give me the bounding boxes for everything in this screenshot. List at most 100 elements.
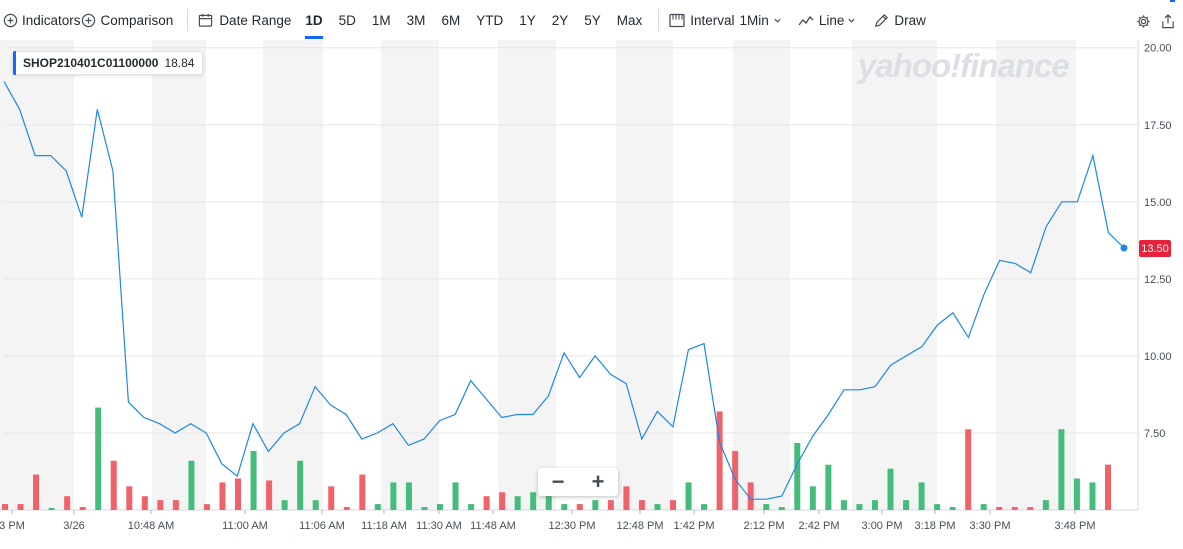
volume-bar [141, 496, 148, 510]
volume-bar [266, 480, 273, 510]
volume-bar [95, 407, 102, 510]
volume-bar [343, 507, 350, 510]
volume-bar [996, 507, 1003, 510]
volume-bar [716, 411, 723, 510]
volume-bar [592, 500, 599, 510]
range-3m-tab[interactable]: 3M [406, 12, 426, 28]
volume-bar [374, 504, 381, 510]
chart-toolbar: Indicators Comparison Date Range 1D 5D 1… [0, 0, 1183, 40]
volume-bar [48, 508, 55, 510]
volume-bar [1089, 482, 1096, 510]
volume-bar [1027, 507, 1034, 510]
x-tick-label: 3:18 PM [915, 520, 956, 532]
background-band [616, 40, 673, 510]
volume-bar [840, 500, 847, 510]
range-5y-tab[interactable]: 5Y [584, 12, 601, 28]
range-5d-tab[interactable]: 5D [338, 12, 356, 28]
y-tick-label: 15.00 [1144, 197, 1172, 209]
volume-bar [809, 486, 816, 510]
range-ytd-tab[interactable]: YTD [476, 12, 504, 28]
comparison-button[interactable]: Comparison [81, 12, 174, 28]
volume-bar [79, 507, 86, 510]
range-1d-tab[interactable]: 1D [297, 0, 330, 40]
volume-bar [561, 504, 568, 510]
volume-bar [856, 504, 863, 510]
background-band [263, 40, 323, 510]
range-1m-tab[interactable]: 1M [371, 12, 391, 28]
zoom-in-button[interactable]: + [591, 469, 605, 494]
x-tick-label: 3 PM [0, 520, 25, 532]
volume-bar [1011, 507, 1018, 510]
x-tick-label: 3:48 PM [1055, 520, 1096, 532]
x-tick-label: 3:00 PM [862, 520, 903, 532]
volume-bar [638, 500, 645, 510]
volume-bar [934, 504, 941, 510]
interval-value: 1Min [739, 12, 769, 28]
price-chart-svg[interactable]: 20.00 17.50 15.00 12.50 10.00 7.50 3 PM 3/26 10:… [0, 40, 1183, 549]
series-color-swatch [13, 51, 16, 75]
series-value: 18.84 [164, 56, 195, 70]
volume-bar [172, 500, 179, 510]
volume-bar [965, 429, 972, 510]
volume-bar [126, 486, 133, 510]
volume-bar [732, 450, 739, 510]
y-tick-label: 10.00 [1144, 351, 1172, 363]
zoom-out-button[interactable]: − [551, 469, 565, 494]
x-tick-label: 1:42 PM [674, 520, 715, 532]
range-1y-tab[interactable]: 1Y [519, 12, 536, 28]
x-tick-label: 11:00 AM [222, 520, 268, 532]
gear-icon[interactable] [1136, 14, 1151, 29]
comparison-label: Comparison [100, 12, 174, 28]
volume-bar [312, 500, 319, 510]
interval-dropdown[interactable]: Interval 1Min [669, 13, 782, 28]
x-tick-label: 3:30 PM [970, 520, 1011, 532]
volume-bar [33, 474, 40, 510]
date-range-button[interactable]: Date Range [198, 13, 291, 28]
volume-bar [235, 478, 242, 510]
interval-label: Interval [690, 12, 735, 28]
draw-button[interactable]: Draw [874, 13, 926, 28]
x-tick-label: 11:18 AM [361, 520, 407, 532]
volume-bar [949, 507, 956, 510]
volume-bar [390, 482, 397, 510]
chevron-down-icon [848, 18, 855, 23]
indicators-label: Indicators [22, 12, 81, 28]
volume-bar [483, 496, 490, 510]
volume-bar [701, 504, 708, 510]
last-price-badge [1139, 240, 1171, 258]
indicators-button[interactable]: Indicators [3, 13, 81, 28]
share-icon[interactable] [1161, 14, 1175, 29]
volume-bar [825, 464, 832, 510]
volume-bar [685, 482, 692, 510]
background-band [498, 40, 556, 510]
y-tick-label: 20.00 [1144, 43, 1172, 55]
series-legend[interactable]: SHOP210401C01100000 18.84 [12, 51, 204, 75]
range-6m-tab[interactable]: 6M [441, 12, 461, 28]
range-2y-tab[interactable]: 2Y [551, 12, 569, 28]
volume-bar [468, 504, 475, 510]
price-line [3, 81, 1125, 500]
y-tick-label: 17.50 [1144, 120, 1172, 132]
volume-bar [576, 504, 583, 510]
chevron-down-icon [774, 18, 781, 23]
volume-bar [64, 496, 71, 510]
chart-type-dropdown[interactable]: Line [798, 13, 857, 28]
chart-type-label: Line [818, 12, 845, 28]
volume-bar [157, 500, 164, 510]
volume-bar [110, 460, 117, 510]
toolbar-right-icons [1136, 14, 1175, 29]
volume-bar [887, 468, 894, 510]
volume-bar [918, 482, 925, 510]
plus-circle-icon [3, 13, 18, 27]
plus-circle-icon [81, 13, 95, 27]
interval-icon [669, 13, 685, 27]
x-tick-label: 2:42 PM [799, 520, 840, 532]
range-max-tab[interactable]: Max [616, 12, 643, 28]
background-band [152, 40, 206, 510]
draw-label: Draw [894, 12, 926, 28]
volume-bar [250, 450, 257, 510]
volume-bar [188, 460, 195, 510]
x-tick-label: 11:30 AM [416, 520, 462, 532]
full-screen-indicator[interactable] [1170, 0, 1175, 2]
volume-bar [219, 482, 226, 510]
